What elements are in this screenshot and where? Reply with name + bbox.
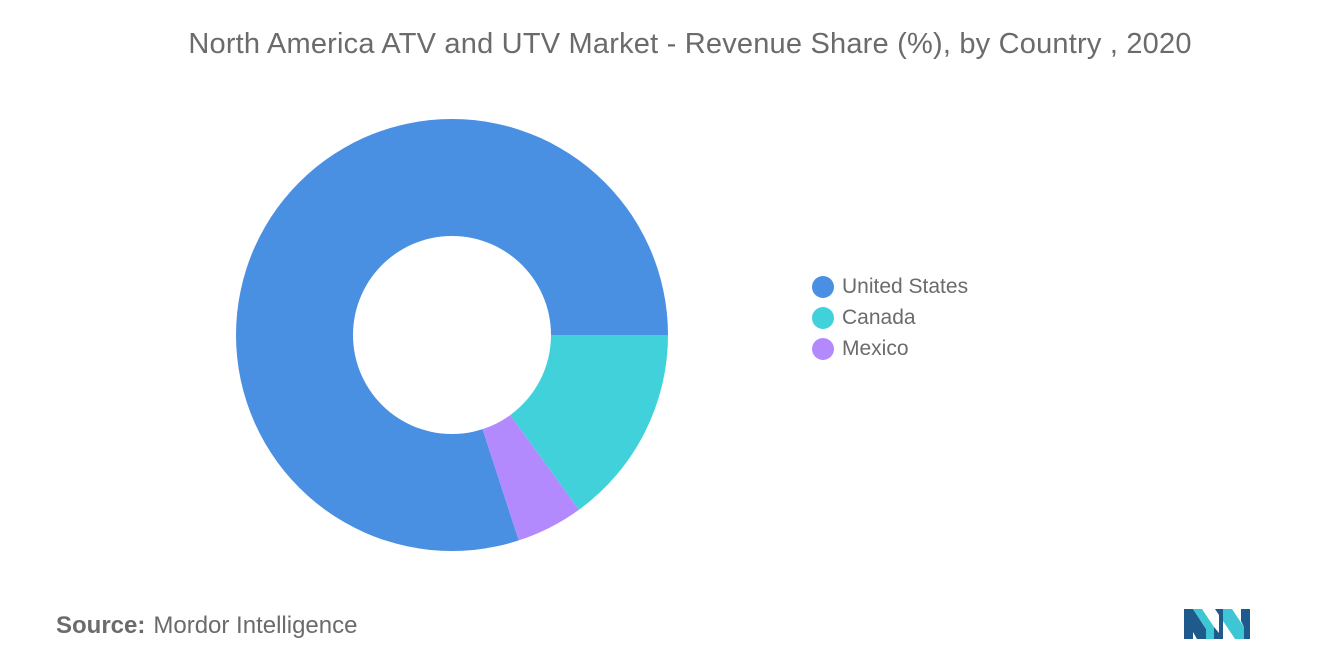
donut-slice-united-states[interactable] bbox=[236, 118, 668, 551]
legend-swatch-canada bbox=[812, 306, 834, 329]
mordor-intelligence-logo bbox=[1184, 603, 1250, 644]
source-label: Source: bbox=[56, 612, 146, 639]
legend-item-united-states[interactable]: United States bbox=[812, 271, 968, 302]
donut-slice-canada[interactable] bbox=[510, 335, 668, 510]
legend-label-canada: Canada bbox=[842, 305, 916, 329]
legend-label-united-states: United States bbox=[842, 274, 969, 298]
chart-legend: United States Canada Mexico bbox=[812, 271, 968, 364]
legend-item-canada[interactable]: Canada bbox=[812, 302, 968, 333]
source-text: Mordor Intelligence bbox=[153, 612, 358, 639]
legend-label-mexico: Mexico bbox=[842, 336, 909, 360]
legend-swatch-united-states bbox=[812, 275, 834, 298]
chart-title: North America ATV and UTV Market - Reven… bbox=[188, 28, 1192, 60]
legend-swatch-mexico bbox=[812, 337, 834, 360]
donut-slice-mexico[interactable] bbox=[482, 415, 579, 541]
source-attribution: Source: Mordor Intelligence bbox=[56, 612, 357, 640]
logo-mark-icon bbox=[1184, 609, 1250, 639]
legend-item-mexico[interactable]: Mexico bbox=[812, 333, 968, 364]
